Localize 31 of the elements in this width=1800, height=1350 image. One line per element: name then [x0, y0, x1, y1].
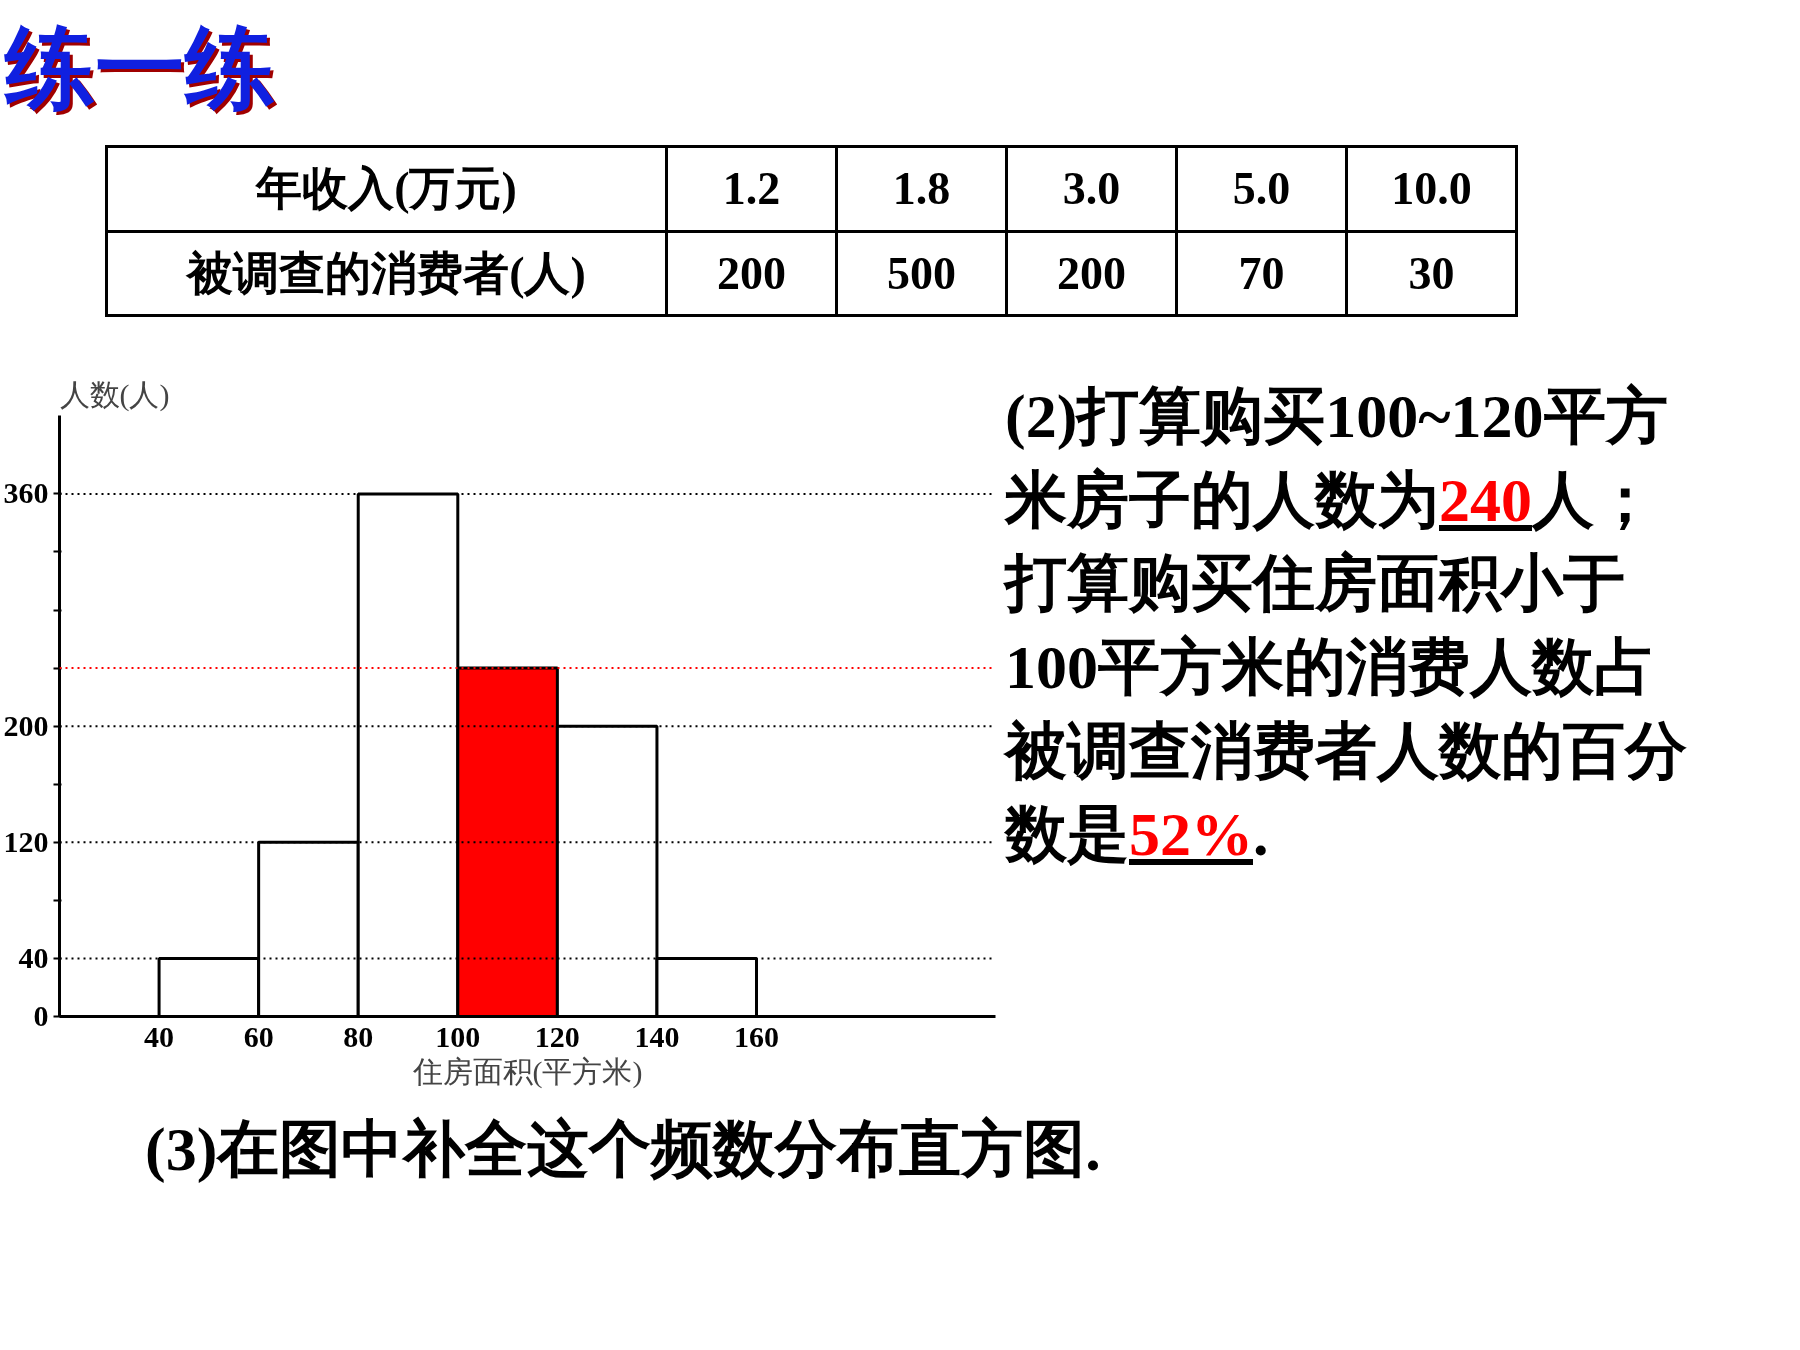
text: 200: [666, 231, 837, 316]
text: 1.2: [666, 146, 837, 232]
y-tick-label: 120: [3, 824, 49, 858]
text: 1.8: [836, 146, 1007, 232]
x-tick-label: 140: [634, 1019, 680, 1053]
x-axis-title: 住房面积(平方米): [411, 1054, 643, 1089]
text: 被调查的消费者(人): [106, 231, 667, 316]
x-tick-label: 80: [343, 1019, 374, 1053]
y-tick-label: 200: [3, 708, 49, 742]
y-tick-label: 0: [33, 999, 49, 1032]
text: 240: [1439, 465, 1532, 534]
text: 3.0: [1006, 146, 1177, 232]
y-tick-label: 360: [3, 476, 49, 510]
text: 200: [1006, 231, 1177, 316]
text: 500: [836, 231, 1007, 316]
y-tick-label: 40: [18, 940, 49, 974]
text: 70: [1176, 231, 1347, 316]
text: 年收入(万元): [106, 146, 667, 232]
text: 52%: [1129, 800, 1253, 869]
text: 10.0: [1346, 146, 1517, 232]
text: 5.0: [1176, 146, 1347, 232]
text: .: [1253, 800, 1269, 869]
x-tick-label: 160: [734, 1019, 780, 1053]
x-tick-label: 40: [144, 1019, 175, 1053]
y-axis-title: 人数(人): [59, 377, 170, 412]
text: (3)在图中补全这个频数分布直方图.: [145, 1114, 1101, 1185]
chart-title: 练一练: [5, 18, 275, 120]
x-tick-label: 60: [243, 1019, 274, 1053]
x-tick-label: 120: [534, 1019, 580, 1053]
text: 30: [1346, 231, 1517, 316]
x-tick-label: 100: [435, 1019, 481, 1053]
